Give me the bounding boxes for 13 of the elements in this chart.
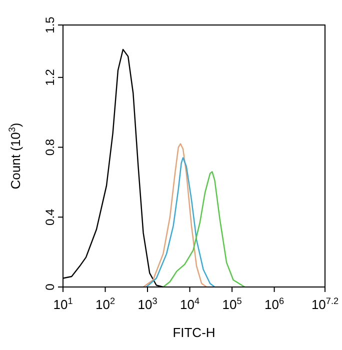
x-tick-label: 10$^{6}$ [264,296,284,312]
x-tick-label: 10$^{7.2}$ [311,296,339,312]
y-tick-label: 0 [43,283,57,290]
x-tick-label: 10$^{3}$ [138,296,158,312]
y-tick-label: 1.2 [43,68,57,86]
x-axis-title: FITC-H [172,325,216,340]
x-tick-label: 10$^{1}$ [53,296,73,312]
x-tick-label: 10$^{2}$ [95,296,116,312]
x-tick-label: 10$^{4}$ [180,296,200,312]
y-tick-label: 0.8 [43,138,57,156]
x-tick-label: 10$^{5}$ [222,296,242,312]
y-tick-label: 0.4 [43,208,57,226]
y-tick-label: 1.5 [43,16,57,34]
